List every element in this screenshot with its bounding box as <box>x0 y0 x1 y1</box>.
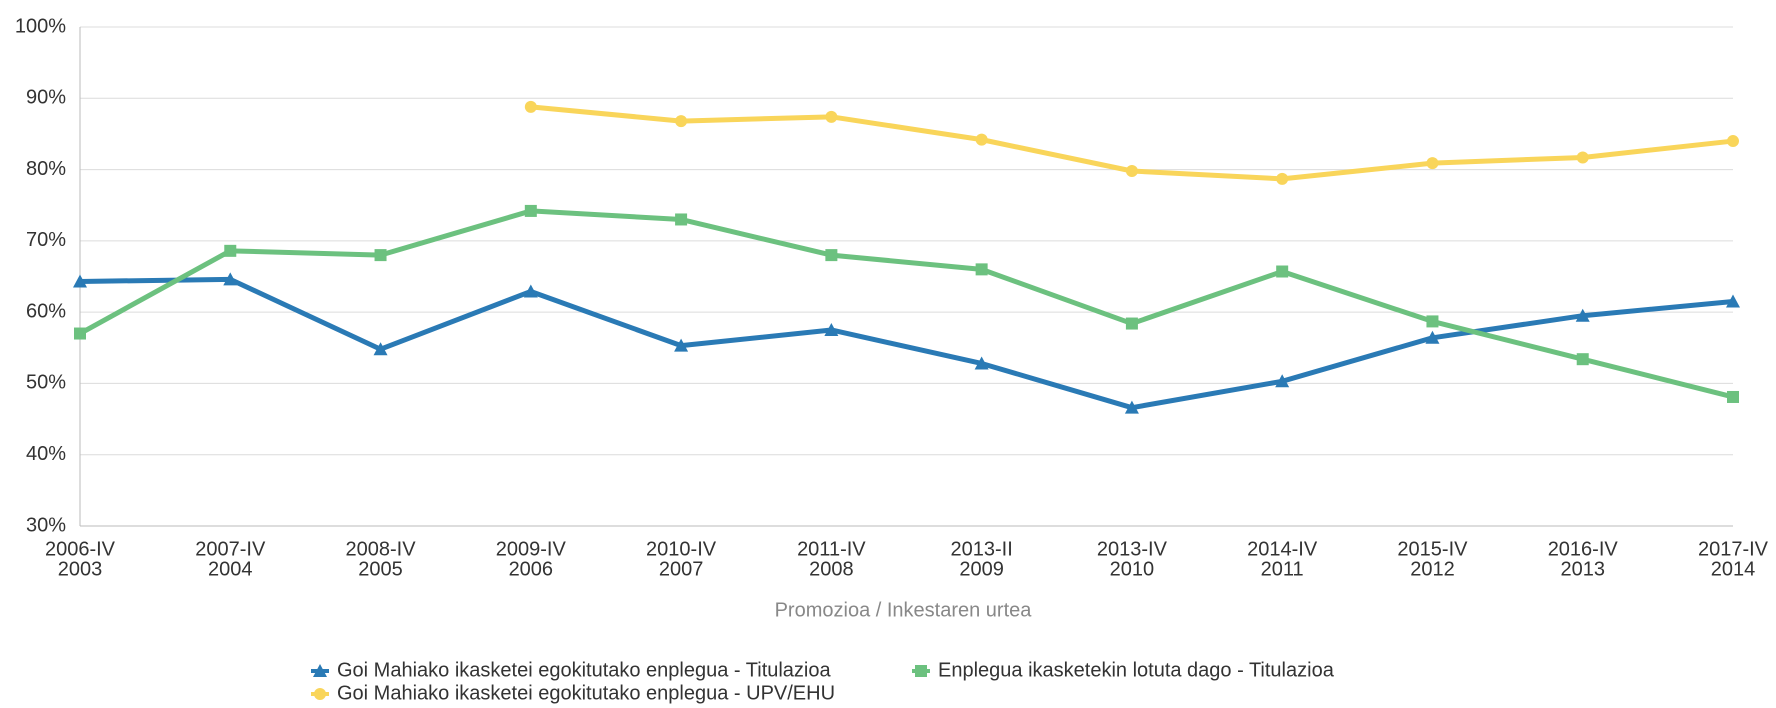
y-tick-label: 90% <box>26 87 66 109</box>
point <box>1576 353 1589 366</box>
point <box>224 244 237 257</box>
point <box>73 274 87 288</box>
x-tick-label: 2013 <box>1560 558 1605 580</box>
x-tick-label: 2014 <box>1711 558 1756 580</box>
x-tick-label: 2006-IV <box>45 538 116 560</box>
x-axis-title: Promozioa / Inkestaren urtea <box>775 599 1033 621</box>
point <box>915 665 927 677</box>
point <box>1426 315 1439 328</box>
x-tick-label: 2011 <box>1261 558 1304 580</box>
point <box>825 110 838 123</box>
legend-label: Goi Mahiako ikasketei egokitutako enpleg… <box>337 659 832 681</box>
point <box>1275 374 1290 388</box>
point <box>1727 135 1739 148</box>
x-tick-label: 2006 <box>509 558 554 580</box>
point <box>524 204 537 217</box>
x-tick-label: 2003 <box>58 558 103 580</box>
point <box>974 356 989 370</box>
legend-label: Enplegua ikasketekin lotuta dago - Titul… <box>938 659 1335 681</box>
point <box>1276 172 1289 185</box>
y-tick-label: 60% <box>26 300 66 322</box>
x-tick-label: 2008 <box>809 558 854 580</box>
point <box>825 249 838 262</box>
x-tick-label: 2011-IV <box>797 538 866 560</box>
x-tick-label: 2008-IV <box>346 538 417 560</box>
legend-item: Enplegua ikasketekin lotuta dago - Titul… <box>912 659 1335 681</box>
point <box>1726 294 1740 308</box>
x-tick-label: 2009 <box>959 558 1004 580</box>
point <box>523 284 538 298</box>
point <box>223 272 238 286</box>
y-tick-label: 80% <box>26 158 66 180</box>
x-tick-label: 2009-IV <box>496 538 567 560</box>
point <box>1425 330 1440 344</box>
point <box>1576 151 1589 164</box>
point <box>373 342 388 356</box>
y-tick-label: 50% <box>26 372 66 394</box>
point <box>674 338 689 352</box>
point <box>1426 157 1439 170</box>
point <box>1124 400 1139 414</box>
point <box>313 664 327 677</box>
point <box>675 213 688 226</box>
point <box>1727 390 1739 403</box>
x-tick-label: 2017-IV <box>1698 538 1769 560</box>
point <box>374 249 387 262</box>
x-tick-label: 2014-IV <box>1247 538 1318 560</box>
x-tick-label: 2015-IV <box>1397 538 1468 560</box>
y-tick-label: 70% <box>26 229 66 251</box>
series-line <box>78 208 1734 400</box>
point <box>675 115 688 128</box>
point <box>1575 308 1590 322</box>
point <box>314 688 326 700</box>
point <box>975 133 988 146</box>
x-tick-label: 2013-II <box>951 538 1013 560</box>
x-tick-label: 2010 <box>1110 558 1155 580</box>
x-tick-label: 2012 <box>1410 558 1455 580</box>
y-tick-label: 30% <box>26 514 66 536</box>
point <box>1276 265 1289 278</box>
point <box>975 263 988 276</box>
x-tick-label: 2010-IV <box>646 538 717 560</box>
x-tick-label: 2005 <box>358 558 403 580</box>
x-tick-label: 2016-IV <box>1548 538 1619 560</box>
point <box>1125 317 1138 330</box>
y-tick-label: 100% <box>15 15 66 37</box>
legend-label: Goi Mahiako ikasketei egokitutako enpleg… <box>337 682 835 704</box>
legend-item: Goi Mahiako ikasketei egokitutako enpleg… <box>311 659 832 681</box>
point <box>824 322 839 336</box>
series-line <box>79 276 1734 411</box>
point <box>524 100 537 113</box>
legend-item: Goi Mahiako ikasketei egokitutako enpleg… <box>311 682 835 704</box>
x-tick-label: 2013-IV <box>1097 538 1168 560</box>
point <box>1125 164 1138 177</box>
y-tick-label: 40% <box>26 443 66 465</box>
x-tick-label: 2007-IV <box>195 538 266 560</box>
x-tick-label: 2004 <box>208 558 253 580</box>
point <box>74 327 86 340</box>
x-tick-label: 2007 <box>659 558 704 580</box>
